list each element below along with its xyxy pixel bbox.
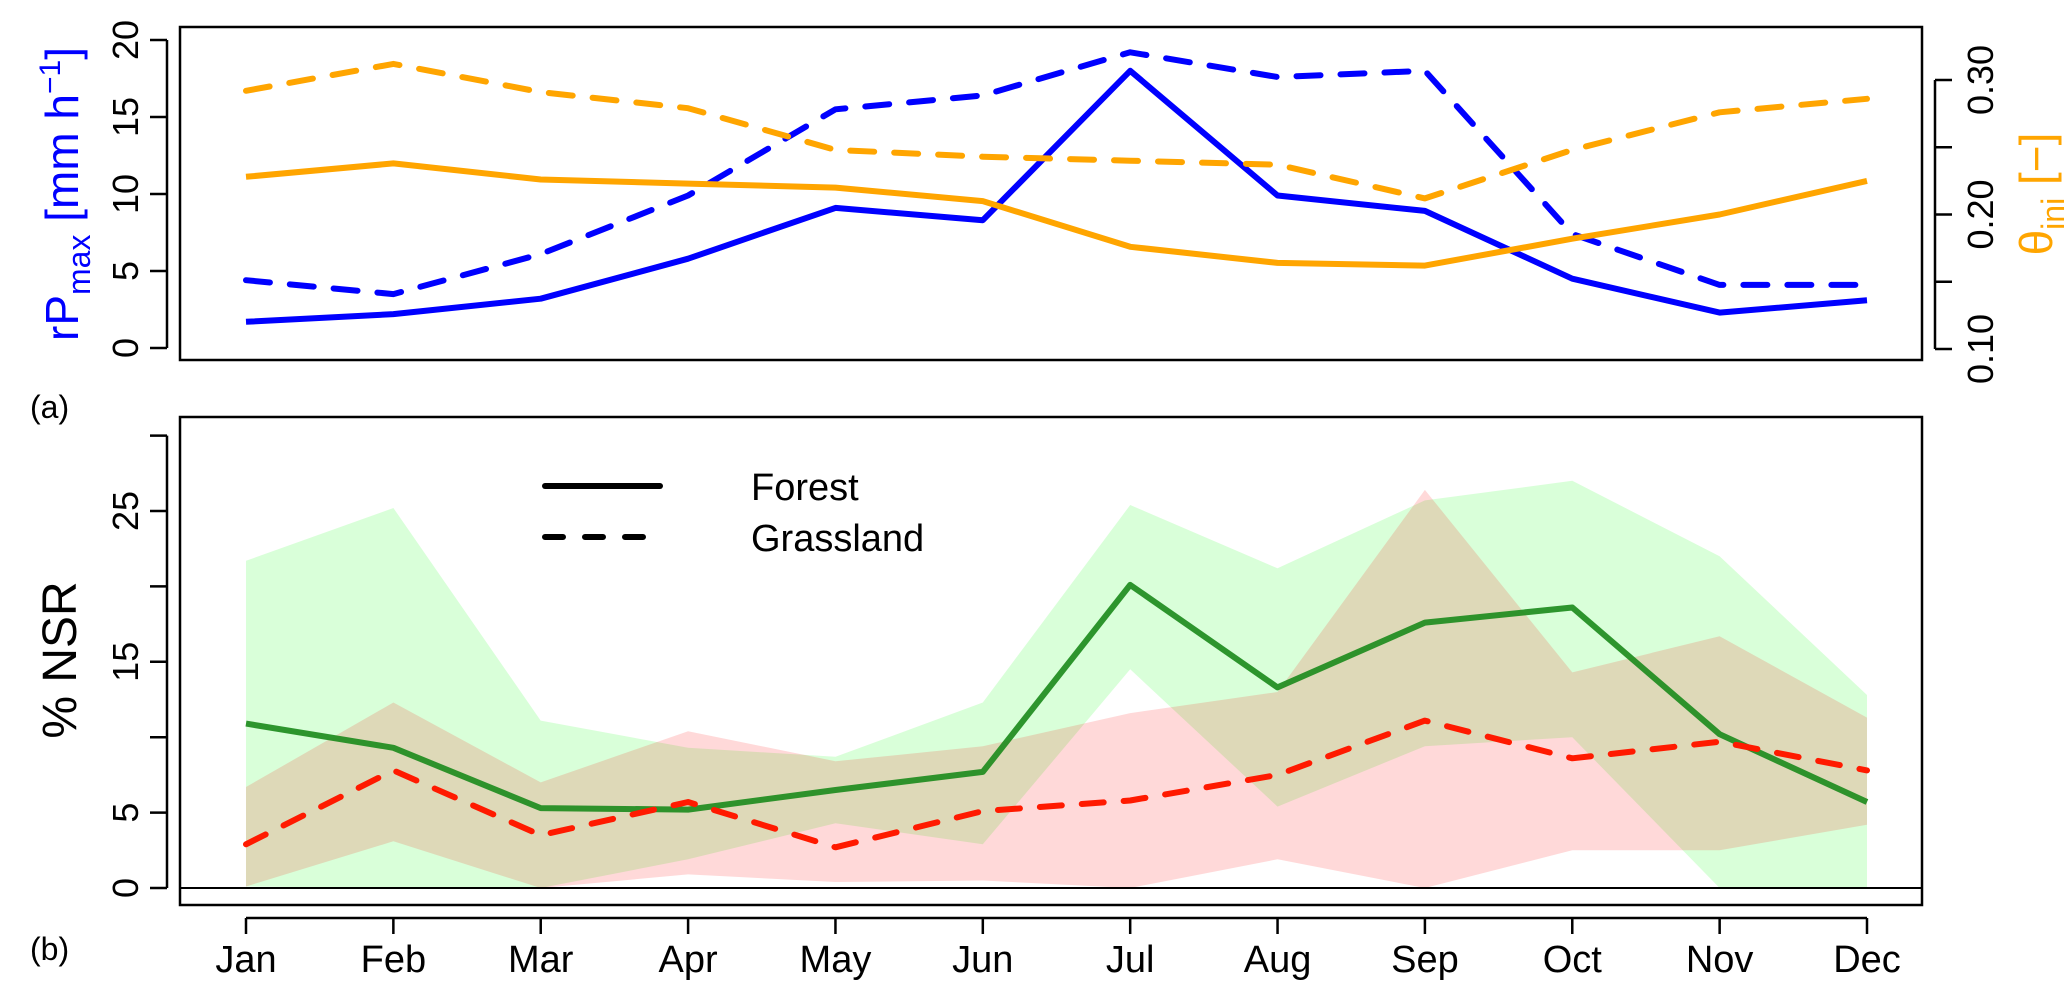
- panel-b-frame: [178, 415, 1924, 907]
- x-tick-label: Nov: [1686, 939, 1754, 981]
- series-line-rpmax-forest: [245, 67, 1868, 325]
- y-tick-label: 5: [105, 803, 146, 823]
- x-tick-label: Oct: [1543, 939, 1603, 981]
- band-grassland: [246, 489, 1867, 888]
- x-tick-label: Mar: [508, 939, 574, 981]
- x-tick-label: Jan: [215, 939, 276, 981]
- legend: Forest Grassland: [542, 467, 924, 560]
- y-right-tick-label: 0.30: [1960, 45, 2001, 115]
- series-line-forest: [245, 581, 1869, 813]
- band-forest: [246, 480, 1867, 888]
- panel-b-left-axis: 0 5 15 25: [105, 434, 169, 898]
- panel-a-right-ylabel: θini [−]: [2010, 133, 2067, 256]
- panel-b-marks: [180, 480, 1922, 889]
- y-tick-label: 5: [105, 261, 146, 281]
- panel-a-label: (a): [30, 389, 69, 425]
- y-tick-label: 10: [105, 174, 146, 214]
- y-tick-label: 20: [105, 20, 146, 60]
- x-tick-label: Sep: [1391, 939, 1459, 981]
- panel-b-label: (b): [30, 931, 69, 967]
- y-tick-label: 0: [105, 338, 146, 358]
- x-tick-label: Jul: [1106, 939, 1155, 981]
- y-tick-label: 25: [105, 491, 146, 531]
- y-right-tick-label: 0.10: [1960, 314, 2001, 384]
- panel-a: 0 5 10 15 20 0.10 0.20 0.30 rPmax [mm h−1] θin…: [30, 20, 2067, 425]
- panel-a-left-ylabel: rPmax [mm h−1]: [34, 47, 97, 341]
- y-right-tick-label: 0.20: [1960, 179, 2001, 249]
- series-line--ini-forest: [245, 160, 1868, 269]
- panel-b: 0 5 15 25 Jan Feb Mar Apr May Jun Jul Aug Sep Oct Nov…: [30, 415, 1924, 981]
- panel-b-x-axis: Jan Feb Mar Apr May Jun Jul Aug Sep Oct Nov Dec: [215, 916, 1901, 981]
- series-line-rpmax-grassland: [243, 49, 1870, 298]
- panel-a-left-axis: 0 5 10 15 20: [105, 20, 169, 358]
- series-line-grassland: [243, 717, 1870, 851]
- panel-b-ylabel: % NSR: [34, 581, 87, 738]
- x-tick-label: Dec: [1833, 939, 1901, 981]
- panel-a-frame: [178, 25, 1924, 362]
- panel-a-right-axis: 0.10 0.20 0.30: [1933, 45, 2001, 384]
- x-tick-label: Feb: [361, 939, 426, 981]
- x-tick-label: May: [800, 939, 872, 981]
- y-tick-label: 0: [105, 878, 146, 898]
- x-tick-label: Jun: [952, 939, 1013, 981]
- series-line--ini-grassland: [243, 60, 1870, 202]
- legend-grassland-label: Grassland: [751, 518, 924, 560]
- x-tick-label: Apr: [659, 939, 718, 981]
- y-tick-label: 15: [105, 97, 146, 137]
- panel-a-marks: [243, 49, 1870, 325]
- x-tick-label: Aug: [1244, 939, 1312, 981]
- legend-forest-label: Forest: [751, 467, 859, 509]
- y-tick-label: 15: [105, 642, 146, 682]
